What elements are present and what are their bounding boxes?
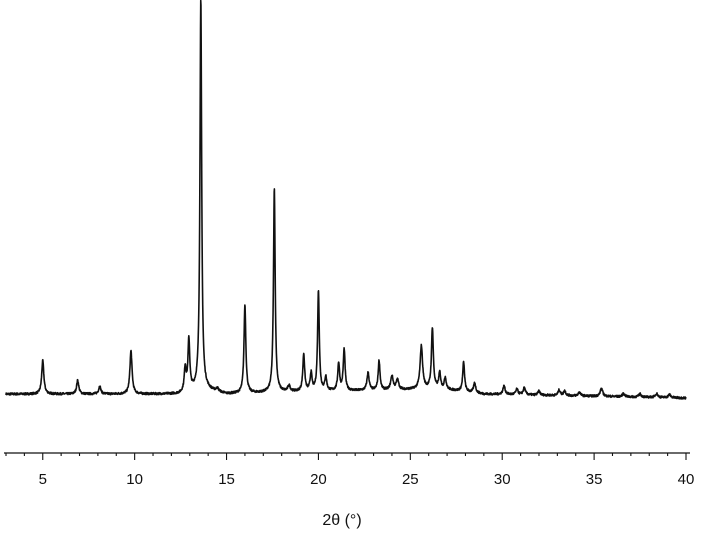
- x-tick-label: 35: [586, 471, 603, 488]
- x-tick-label: 5: [39, 471, 47, 488]
- x-tick-label: 40: [678, 471, 695, 488]
- x-tick-label: 25: [402, 471, 419, 488]
- x-tick-label: 10: [126, 471, 143, 488]
- x-tick-label: 30: [494, 471, 511, 488]
- x-tick-label: 20: [310, 471, 327, 488]
- x-tick-label: 15: [218, 471, 235, 488]
- x-axis-title: 2θ (°): [322, 512, 361, 529]
